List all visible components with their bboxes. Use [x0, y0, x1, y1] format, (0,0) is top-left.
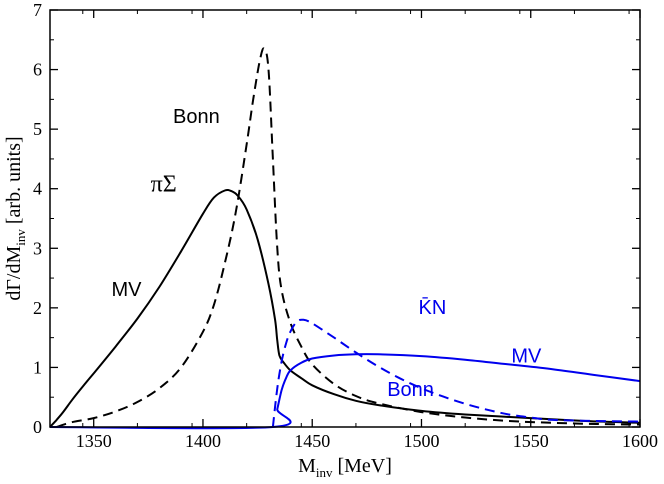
- y-tick-label: 6: [33, 60, 42, 80]
- annotation-bonn_black: Bonn: [173, 106, 220, 128]
- series-line-pisigma_mv: [49, 188, 641, 428]
- y-tick-label: 5: [33, 119, 42, 139]
- tick-layer: 1350 1400 1450 1500 1550 1600 0 1 2 3 4 5 6 7: [33, 0, 658, 451]
- series-layer: [49, 47, 641, 430]
- y-tick-label: 7: [33, 0, 42, 20]
- y-tick-label: 2: [33, 298, 42, 318]
- x-tick-label: 1350: [76, 431, 112, 451]
- x-tick-label: 1500: [403, 431, 439, 451]
- annotation-mv_blue: MV: [511, 346, 542, 368]
- annotation-mv_black: MV: [111, 279, 142, 301]
- plot-frame: [49, 9, 641, 428]
- annotation-kbarn: K̄N: [419, 296, 447, 319]
- y-tick-label: 4: [33, 179, 42, 199]
- y-axis-label: dΓ/dMinv [arb. units]: [3, 136, 28, 300]
- x-tick-label: 1450: [294, 431, 330, 451]
- annotation-pisigma: πΣ: [151, 172, 177, 198]
- y-tick-label: 3: [33, 238, 42, 258]
- x-tick-label: 1400: [185, 431, 221, 451]
- series-line-kbarn_mv: [49, 353, 641, 430]
- x-tick-label: 1550: [513, 431, 549, 451]
- series-line-kbarn_bonn: [271, 318, 641, 428]
- y-tick-label: 1: [33, 357, 42, 377]
- y-tick-label: 0: [33, 417, 42, 437]
- series-line-pisigma_bonn: [56, 47, 641, 428]
- x-tick-label: 1600: [622, 431, 658, 451]
- annotation-layer: πΣ Bonn MV K̄N MV Bonn: [111, 106, 542, 401]
- x-axis-label: Minv [MeV]: [298, 455, 392, 480]
- annotation-bonn_blue: Bonn: [387, 379, 434, 401]
